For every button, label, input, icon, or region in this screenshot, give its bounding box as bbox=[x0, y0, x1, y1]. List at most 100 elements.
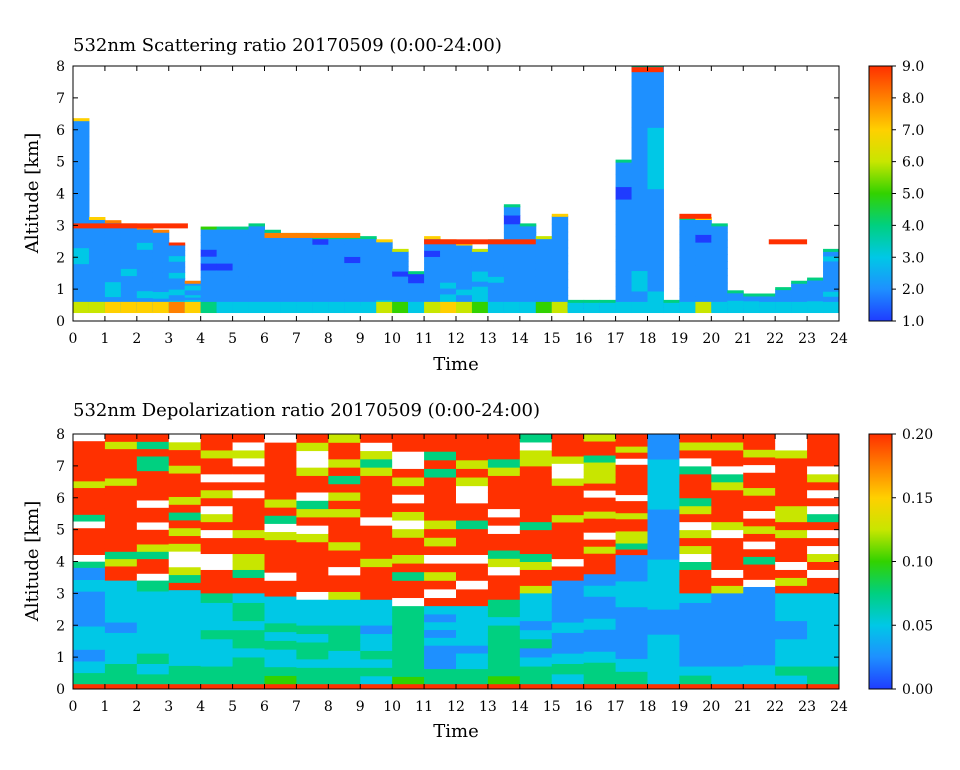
heatmap-cell bbox=[807, 602, 839, 613]
heatmap-cell bbox=[807, 287, 824, 291]
heatmap-cell bbox=[743, 587, 776, 598]
heatmap-cell bbox=[679, 656, 712, 667]
heatmap-cell bbox=[120, 261, 138, 269]
heatmap-cell bbox=[535, 301, 553, 314]
heatmap-cell bbox=[264, 614, 297, 624]
x-tick-label: 18 bbox=[639, 331, 657, 347]
x-tick-label: 20 bbox=[702, 699, 720, 715]
heatmap-cell bbox=[296, 467, 329, 476]
heatmap-cell bbox=[487, 270, 505, 277]
heatmap-cell bbox=[360, 533, 393, 543]
x-tick-label: 9 bbox=[356, 699, 365, 715]
colorbar-tick-label: 2.0 bbox=[902, 282, 924, 298]
heatmap-cell bbox=[456, 668, 489, 677]
heatmap-cell bbox=[743, 571, 776, 580]
heatmap-cell bbox=[104, 543, 138, 552]
heatmap-cell bbox=[711, 223, 728, 227]
heatmap-cell bbox=[503, 267, 521, 277]
y-tick-label: 4 bbox=[56, 555, 65, 571]
heatmap-cell bbox=[264, 539, 297, 549]
heatmap-cell bbox=[807, 529, 839, 539]
cloud-layer bbox=[424, 239, 536, 245]
heatmap-cell bbox=[807, 489, 839, 499]
heatmap-cell bbox=[88, 219, 106, 228]
heatmap-cell bbox=[328, 667, 361, 677]
heatmap-cell bbox=[791, 294, 808, 298]
heatmap-cell bbox=[424, 511, 457, 521]
heatmap-cell bbox=[296, 458, 329, 468]
heatmap-cell bbox=[807, 675, 839, 685]
heatmap-cell bbox=[775, 294, 792, 298]
y-tick-label: 0 bbox=[56, 682, 65, 698]
heatmap-cell bbox=[519, 513, 553, 523]
x-tick-label: 6 bbox=[260, 699, 269, 715]
heatmap-cell bbox=[551, 558, 585, 567]
heatmap-cell bbox=[791, 282, 808, 286]
heatmap-cell bbox=[264, 523, 297, 533]
heatmap-cell bbox=[360, 256, 377, 264]
heatmap-cell bbox=[73, 514, 106, 522]
heatmap-cell bbox=[711, 529, 744, 539]
heatmap-cell bbox=[136, 470, 170, 479]
heatmap-cell bbox=[487, 467, 521, 476]
heatmap-cell bbox=[232, 505, 265, 515]
x-tick-label: 13 bbox=[479, 699, 497, 715]
heatmap-cell bbox=[727, 301, 744, 314]
heatmap-cell bbox=[408, 285, 425, 290]
colorbar-tick-label: 1.0 bbox=[902, 314, 924, 330]
heatmap-cell bbox=[360, 684, 393, 689]
heatmap-cell bbox=[424, 236, 441, 240]
heatmap-cell bbox=[647, 229, 664, 251]
heatmap-cell bbox=[775, 457, 808, 467]
heatmap-cell bbox=[280, 292, 297, 300]
x-tick-label: 1 bbox=[100, 699, 109, 715]
x-tick-label: 5 bbox=[228, 331, 237, 347]
heatmap-cell bbox=[88, 272, 106, 282]
heatmap-cell bbox=[312, 250, 329, 257]
heatmap-cell bbox=[695, 280, 712, 289]
heatmap-cell bbox=[232, 434, 265, 443]
heatmap-cell bbox=[360, 525, 393, 534]
heatmap-cell bbox=[328, 558, 361, 568]
heatmap-cell bbox=[647, 270, 664, 292]
heatmap-cell bbox=[424, 563, 457, 573]
heatmap-cell bbox=[168, 684, 202, 689]
heatmap-cell bbox=[487, 574, 521, 584]
heatmap-cell bbox=[775, 675, 808, 685]
heatmap-cell bbox=[168, 294, 186, 301]
heatmap-cell bbox=[200, 620, 234, 631]
heatmap-cell bbox=[487, 541, 521, 551]
heatmap-cell bbox=[88, 301, 106, 314]
heatmap-cell bbox=[168, 574, 202, 583]
heatmap-cell bbox=[136, 235, 154, 243]
heatmap-cell bbox=[679, 489, 712, 499]
heatmap-cell bbox=[823, 276, 839, 282]
heatmap-cell bbox=[456, 485, 489, 495]
heatmap-cell bbox=[360, 508, 393, 518]
heatmap-cell bbox=[615, 174, 633, 188]
heatmap-cell bbox=[647, 559, 680, 585]
heatmap-cell bbox=[104, 663, 138, 675]
heatmap-cell bbox=[424, 442, 457, 452]
heatmap-cell bbox=[791, 289, 808, 293]
heatmap-cell bbox=[551, 213, 569, 217]
heatmap-cell bbox=[519, 465, 553, 475]
heatmap-cell bbox=[280, 241, 297, 249]
heatmap-cell bbox=[264, 458, 297, 468]
heatmap-cell bbox=[743, 684, 776, 689]
heatmap-cell bbox=[232, 513, 265, 523]
heatmap-cell bbox=[264, 499, 297, 508]
heatmap-cell bbox=[679, 219, 696, 228]
heatmap-cell bbox=[328, 244, 345, 251]
heatmap-cell bbox=[104, 580, 138, 592]
heatmap-cell bbox=[775, 481, 808, 491]
scattering-ratio-xlabel: Time bbox=[433, 354, 478, 375]
heatmap-cell bbox=[232, 611, 265, 622]
heatmap-cell bbox=[392, 296, 409, 302]
heatmap-cell bbox=[136, 485, 170, 494]
heatmap-cell bbox=[487, 633, 521, 643]
heatmap-cell bbox=[583, 560, 617, 568]
heatmap-cell bbox=[200, 256, 218, 264]
heatmap-cell bbox=[136, 441, 170, 450]
heatmap-cell bbox=[743, 456, 776, 466]
